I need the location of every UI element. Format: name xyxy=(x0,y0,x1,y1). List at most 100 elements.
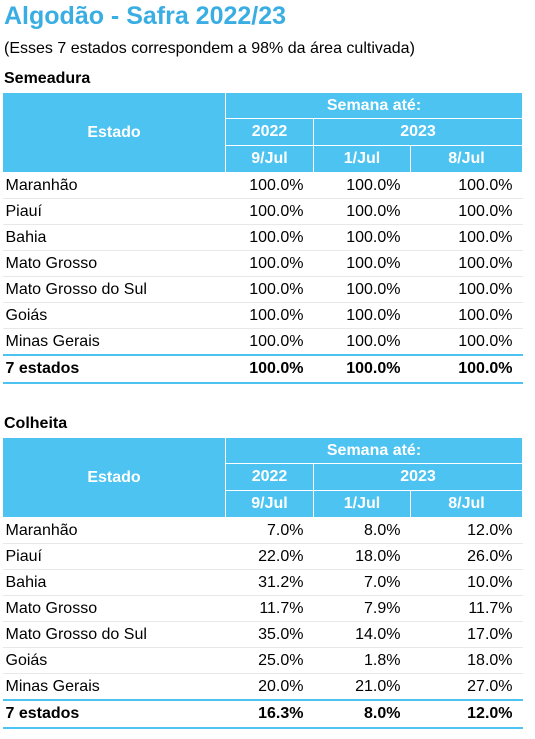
header-row: Estado Semana até: xyxy=(2,92,524,173)
value-cell: 100.0% xyxy=(225,250,314,277)
table-row: Bahia 100.0% 100.0% 100.0% xyxy=(2,224,523,251)
state-cell: Bahia xyxy=(2,224,226,251)
value-cell: 100.0% xyxy=(225,328,314,356)
table-row: Minas Gerais 20.0% 21.0% 27.0% xyxy=(2,673,523,701)
value-cell: 17.0% xyxy=(410,621,523,648)
week-label: 1/Jul xyxy=(313,145,411,173)
state-cell: Maranhão xyxy=(2,517,226,544)
total-value: 16.3% xyxy=(225,699,314,729)
total-value: 8.0% xyxy=(313,699,411,729)
table-row: Maranhão 7.0% 8.0% 12.0% xyxy=(2,517,523,544)
value-cell: 11.7% xyxy=(410,595,523,622)
value-cell: 20.0% xyxy=(225,673,314,701)
value-cell: 100.0% xyxy=(410,302,523,329)
value-cell: 26.0% xyxy=(410,543,523,570)
value-cell: 100.0% xyxy=(313,276,411,303)
value-cell: 100.0% xyxy=(313,302,411,329)
value-cell: 100.0% xyxy=(313,328,411,356)
section-title: Colheita xyxy=(4,415,68,432)
value-cell: 1.8% xyxy=(313,647,411,674)
table-row: Maranhão 100.0% 100.0% 100.0% xyxy=(2,172,523,199)
value-cell: 22.0% xyxy=(225,543,314,570)
table-row: Piauí 100.0% 100.0% 100.0% xyxy=(2,198,523,225)
year-header: 2023 xyxy=(312,118,524,146)
state-cell: Piauí xyxy=(2,543,226,570)
week-label: 9/Jul xyxy=(225,145,314,173)
value-cell: 100.0% xyxy=(410,224,523,251)
state-header: Estado xyxy=(2,437,226,518)
value-cell: 100.0% xyxy=(313,250,411,277)
state-cell: Goiás xyxy=(2,647,226,674)
state-cell: Minas Gerais xyxy=(2,673,226,701)
subtitle: (Esses 7 estados correspondem a 98% da á… xyxy=(4,40,415,57)
table-row: Piauí 22.0% 18.0% 26.0% xyxy=(2,543,523,570)
table-row: Mato Grosso 11.7% 7.9% 11.7% xyxy=(2,595,523,622)
state-header: Estado xyxy=(2,92,226,173)
value-cell: 100.0% xyxy=(410,198,523,225)
value-cell: 100.0% xyxy=(225,276,314,303)
state-cell: Mato Grosso do Sul xyxy=(2,621,226,648)
title: Algodão - Safra 2022/23 xyxy=(4,2,287,30)
table-row: Bahia 31.2% 7.0% 10.0% xyxy=(2,569,523,596)
data-table: Estado Semana até: 2022 2023 9/Jul 1/Jul 8/Jul… xyxy=(2,437,524,729)
week-label: 8/Jul xyxy=(409,145,524,173)
year-header: 2022 xyxy=(225,118,314,146)
total-row: 7 estados 16.3% 8.0% 12.0% xyxy=(2,699,523,729)
value-cell: 27.0% xyxy=(410,673,523,701)
state-cell: Bahia xyxy=(2,569,226,596)
table-row: Mato Grosso 100.0% 100.0% 100.0% xyxy=(2,250,523,277)
state-cell: Maranhão xyxy=(2,172,226,199)
value-cell: 10.0% xyxy=(410,569,523,596)
value-cell: 21.0% xyxy=(313,673,411,701)
total-value: 100.0% xyxy=(225,354,314,384)
total-label: 7 estados xyxy=(2,699,226,729)
value-cell: 25.0% xyxy=(225,647,314,674)
table-row: Minas Gerais 100.0% 100.0% 100.0% xyxy=(2,328,523,356)
value-cell: 8.0% xyxy=(313,517,411,544)
section-title: Semeadura xyxy=(4,70,91,87)
value-cell: 100.0% xyxy=(225,224,314,251)
value-cell: 100.0% xyxy=(225,198,314,225)
data-table: Estado Semana até: 2022 2023 9/Jul 1/Jul 8/Jul… xyxy=(2,92,524,384)
state-cell: Piauí xyxy=(2,198,226,225)
state-cell: Goiás xyxy=(2,302,226,329)
week-header: Semana até: xyxy=(224,437,524,464)
state-cell: Mato Grosso xyxy=(2,250,226,277)
value-cell: 100.0% xyxy=(313,198,411,225)
value-cell: 12.0% xyxy=(410,517,523,544)
total-row: 7 estados 100.0% 100.0% 100.0% xyxy=(2,354,523,384)
value-cell: 100.0% xyxy=(410,172,523,199)
header-row: 9/Jul 1/Jul 8/Jul xyxy=(3,490,524,518)
value-cell: 100.0% xyxy=(410,328,523,356)
value-cell: 100.0% xyxy=(313,224,411,251)
week-label: 1/Jul xyxy=(313,490,411,518)
total-value: 100.0% xyxy=(410,354,523,384)
total-label: 7 estados xyxy=(2,354,226,384)
state-cell: Minas Gerais xyxy=(2,328,226,356)
value-cell: 7.9% xyxy=(313,595,411,622)
header-row: 9/Jul 1/Jul 8/Jul xyxy=(3,145,524,173)
header-row: 2022 2023 xyxy=(3,118,524,146)
value-cell: 14.0% xyxy=(313,621,411,648)
header-row: 2022 2023 xyxy=(3,463,524,491)
value-cell: 100.0% xyxy=(225,302,314,329)
value-cell: 11.7% xyxy=(225,595,314,622)
value-cell: 100.0% xyxy=(410,250,523,277)
total-value: 100.0% xyxy=(313,354,411,384)
week-header: Semana até: xyxy=(224,92,524,119)
header-row: Estado Semana até: xyxy=(2,437,524,518)
value-cell: 18.0% xyxy=(313,543,411,570)
table-row: Mato Grosso do Sul 35.0% 14.0% 17.0% xyxy=(2,621,523,648)
table-row: Goiás 100.0% 100.0% 100.0% xyxy=(2,302,523,329)
total-value: 12.0% xyxy=(410,699,523,729)
value-cell: 100.0% xyxy=(410,276,523,303)
week-label: 8/Jul xyxy=(409,490,524,518)
value-cell: 100.0% xyxy=(313,172,411,199)
state-cell: Mato Grosso do Sul xyxy=(2,276,226,303)
table-row: Goiás 25.0% 1.8% 18.0% xyxy=(2,647,523,674)
table-row: Mato Grosso do Sul 100.0% 100.0% 100.0% xyxy=(2,276,523,303)
week-label: 9/Jul xyxy=(225,490,314,518)
year-header: 2022 xyxy=(225,463,314,491)
value-cell: 7.0% xyxy=(225,517,314,544)
